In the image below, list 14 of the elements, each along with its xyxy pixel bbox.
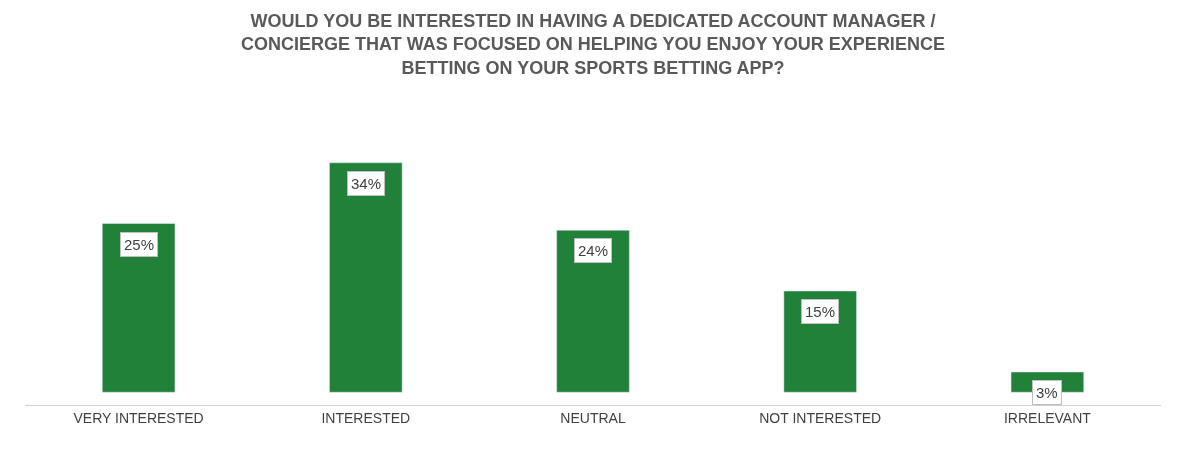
x-tick-label: NEUTRAL [560, 409, 626, 426]
bar [102, 223, 176, 393]
chart-title: WOULD YOU BE INTERESTED IN HAVING A DEDICATED ACCOUNT MANAGER / CONCIERGE THAT WAS FOCUSED ON HELPING YOU ENJOY YOUR EXPERIENCE BETTING ON YOUR SPORTS BETTING APP? [241, 11, 945, 78]
x-tick-label: NOT INTERESTED [759, 409, 882, 426]
data-label: 25% [124, 236, 155, 253]
x-tick-label: INTERESTED [321, 409, 411, 426]
x-tick-label: VERY INTERESTED [73, 409, 204, 426]
bar [556, 230, 630, 393]
bar [329, 162, 403, 393]
data-label: 3% [1036, 384, 1058, 401]
data-label: 15% [805, 303, 836, 320]
x-tick-label: IRRELEVANT [1003, 409, 1092, 426]
data-label: 34% [351, 175, 382, 192]
data-label: 24% [578, 242, 609, 259]
